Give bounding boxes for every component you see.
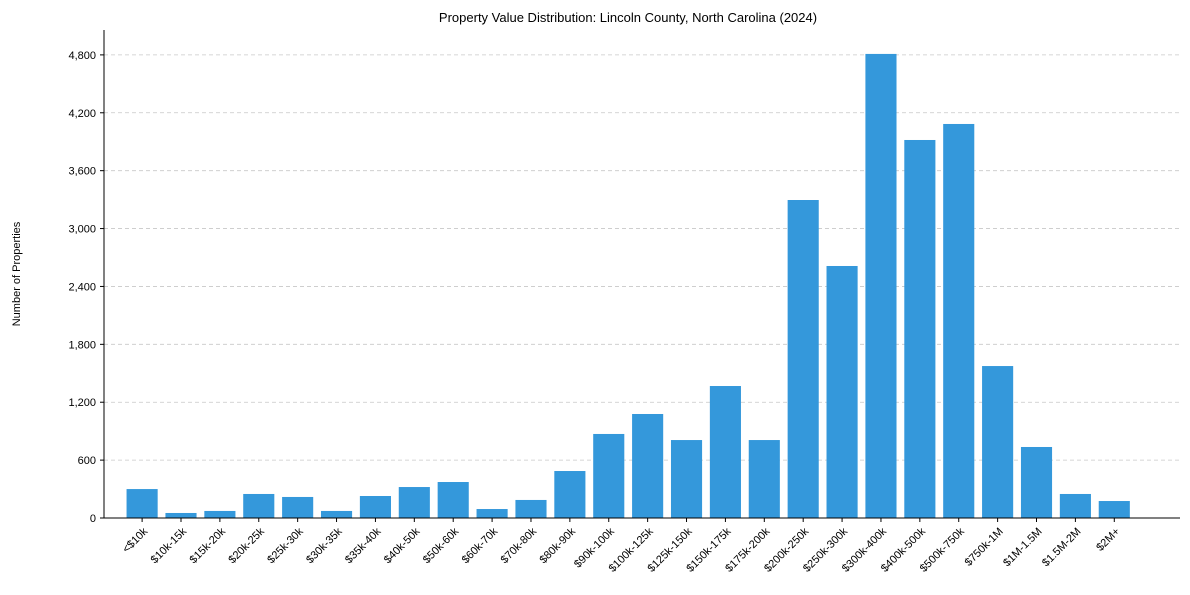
x-tick-label: $750k-1M [963,526,1006,569]
y-tick-label: 1,200 [68,397,96,409]
y-tick-label: 3,000 [68,224,96,236]
bar [476,509,508,518]
x-tick-label: $1M-1.5M [1001,526,1045,570]
x-tick-label: $50k-60k [421,525,462,566]
y-tick-label: 3,600 [68,166,96,178]
x-tick-label: $70k-80k [499,525,540,566]
x-tick-label: $35k-40k [343,525,384,566]
bar [398,487,430,518]
x-tick-label: $10k-15k [149,525,190,566]
y-tick-label: 600 [78,455,96,467]
bar [1098,501,1130,518]
chart-title: Property Value Distribution: Lincoln Cou… [439,10,817,25]
bar [787,199,819,518]
y-tick-label: 4,800 [68,50,96,62]
x-tick-label: $80k-90k [537,525,578,566]
bar [826,265,858,518]
bar [515,499,547,518]
bar [1059,493,1091,518]
bar [243,493,275,518]
bar [320,510,353,518]
bar [359,496,391,518]
x-tick-label: $40k-50k [382,525,423,566]
x-tick-label: $25k-30k [265,525,306,566]
bar [670,440,703,518]
bar [437,482,469,518]
y-tick-label: 4,200 [68,108,96,120]
bar [204,510,236,518]
x-tick-label: $2M+ [1094,526,1122,554]
bar [709,386,741,518]
y-axis-label: Number of Properties [11,221,23,326]
y-tick-label: 2,400 [68,281,96,293]
bar [865,53,897,518]
x-tick-label: $30k-35k [304,525,345,566]
bar [1020,446,1053,518]
bar [982,366,1014,518]
bar [904,139,936,518]
x-tick-label: <$10k [120,525,150,555]
bar [593,433,625,518]
bar [943,123,975,518]
y-tick-label: 0 [90,513,96,525]
bar [282,496,314,518]
x-tick-label: $60k-70k [460,525,501,566]
y-tick-label: 1,800 [68,339,96,351]
bar [554,471,586,518]
x-tick-label: $20k-25k [226,525,267,566]
x-tick-label: $1.5M-2M [1040,526,1084,570]
bar [165,512,197,518]
bar [632,413,664,518]
bar [126,489,158,518]
bar [748,440,780,518]
x-tick-label: $15k-20k [188,525,229,566]
